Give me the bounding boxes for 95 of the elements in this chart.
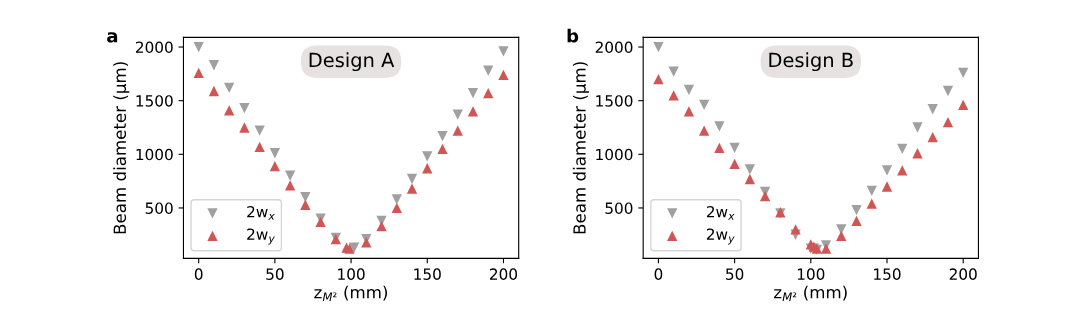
point (881, 181, 893, 192)
point (714, 142, 725, 154)
point (284, 180, 296, 191)
point (224, 105, 235, 116)
point (668, 90, 679, 101)
legend-label: 2w$_{x}$ (247, 206, 275, 220)
point (790, 224, 801, 235)
y-axis-title: Beam diameter (µm) (113, 62, 130, 234)
legend-label: 2w$_{y}$ (247, 228, 275, 245)
point (467, 106, 479, 117)
point (851, 204, 862, 216)
point (483, 88, 494, 99)
point (668, 66, 679, 77)
point (958, 99, 969, 111)
point (315, 216, 326, 228)
point (897, 143, 908, 155)
point (714, 121, 725, 132)
point (866, 198, 877, 209)
point (897, 165, 908, 176)
point (653, 41, 664, 53)
point (193, 67, 204, 78)
x-tick-label: 200 (490, 268, 518, 280)
point (391, 194, 402, 205)
text: Design B (769, 52, 853, 72)
point (653, 74, 664, 85)
point (348, 242, 360, 253)
point (467, 88, 479, 99)
point (483, 65, 494, 76)
text: b (567, 28, 579, 43)
y-tick-label: 500 (605, 202, 633, 214)
x-axis-title: z$_{M²}$ (mm) (774, 285, 847, 302)
point (958, 67, 969, 78)
point (881, 165, 893, 176)
text: a (107, 32, 118, 43)
x-tick-label: 50 (726, 268, 744, 280)
point (683, 84, 695, 96)
point (422, 151, 433, 162)
point (254, 125, 265, 136)
point (912, 122, 923, 133)
point (759, 191, 771, 202)
point (851, 215, 862, 226)
point (208, 60, 220, 71)
point (269, 148, 281, 159)
y-tick-label: 2000 (595, 41, 633, 54)
point (239, 103, 250, 114)
point (942, 116, 954, 128)
point (927, 104, 938, 115)
x-tick-label: 200 (949, 268, 977, 280)
point (452, 109, 463, 120)
point (498, 46, 509, 57)
y-tick-label: 1500 (596, 95, 633, 107)
y-tick-label: 1500 (136, 95, 173, 107)
point (239, 122, 250, 133)
y-tick-label: 1000 (136, 148, 173, 161)
y-tick-label: 2000 (135, 41, 173, 54)
point (300, 199, 311, 210)
point (498, 69, 509, 81)
point (729, 158, 740, 170)
legend-label: 2w$_{y}$ (706, 228, 735, 245)
point (683, 106, 695, 117)
point (452, 125, 463, 136)
x-tick-label: 50 (266, 268, 284, 280)
point (269, 160, 281, 172)
point (744, 164, 756, 175)
point (391, 202, 402, 214)
legend-label: 2w$_{x}$ (706, 206, 735, 220)
point (437, 143, 448, 155)
point (224, 82, 235, 93)
point (376, 221, 387, 232)
point (284, 170, 296, 181)
point (698, 125, 710, 136)
point (942, 85, 954, 97)
y-axis-title: Beam diameter (µm) (572, 62, 590, 234)
point (437, 130, 448, 142)
point (406, 183, 418, 194)
point (208, 85, 220, 97)
x-tick-label: 150 (414, 268, 441, 280)
x-axis-title: z$_{M²}$ (mm) (314, 285, 388, 302)
point (193, 41, 204, 53)
x-tick-label: 0 (654, 268, 663, 280)
point (698, 99, 710, 111)
x-tick-label: 150 (874, 268, 901, 280)
x-tick-label: 0 (194, 268, 203, 280)
point (744, 173, 756, 185)
point (254, 141, 265, 152)
text: Design A (309, 52, 395, 72)
point (406, 173, 418, 185)
x-tick-label: 100 (797, 268, 825, 280)
x-tick-label: 100 (338, 268, 365, 280)
point (912, 148, 923, 159)
y-tick-label: 500 (145, 202, 173, 214)
point (729, 142, 740, 154)
point (836, 230, 847, 241)
point (927, 132, 938, 143)
y-tick-label: 1000 (596, 148, 633, 161)
